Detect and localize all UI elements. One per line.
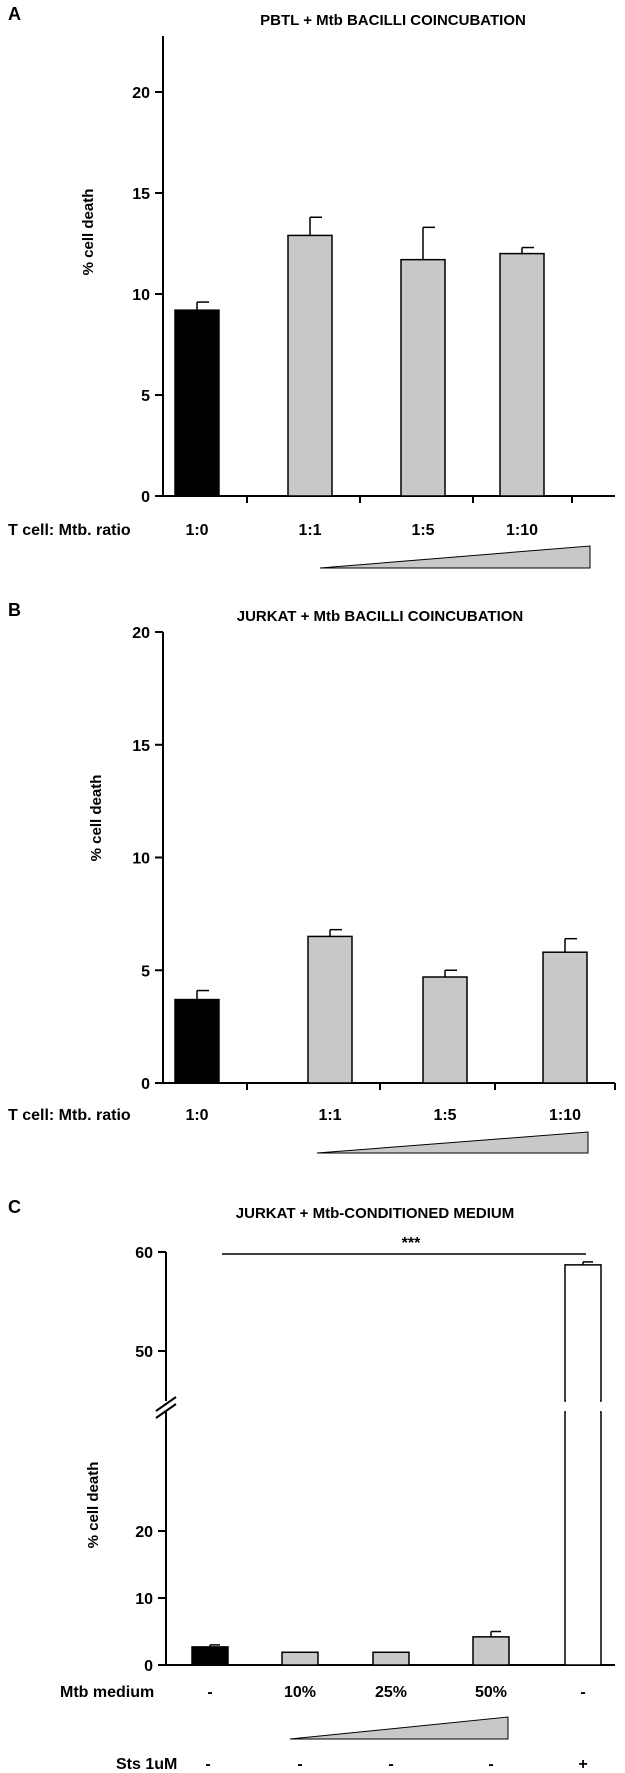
panel-c-mtb-medium-value: - (207, 1684, 212, 1701)
panel-a-y-tick-label: 0 (141, 489, 150, 506)
panel-b-y-axis-label: % cell death (88, 775, 105, 862)
panel-b-gradient-wedge (316, 1131, 589, 1154)
panel-a-bar-1:10 (499, 252, 545, 497)
panel-c-sts-value: - (205, 1756, 210, 1773)
panel-b-y-tick-label: 5 (141, 963, 150, 980)
panel-b-bar-1:10 (542, 951, 588, 1084)
panel-c-y-tick-label: 50 (135, 1344, 153, 1361)
panel-a-category-label: 1:5 (411, 522, 434, 539)
panel-a-bar-1:0 (174, 309, 220, 497)
panel-c-sts-label: Sts 1uM (116, 1756, 177, 1773)
panel-b-x-axis-label: T cell: Mtb. ratio (8, 1107, 131, 1124)
panel-c-y-tick-label: 60 (135, 1245, 153, 1262)
panel-b-bar-1:1 (307, 935, 353, 1084)
panel-c-bar (281, 1651, 319, 1666)
panel-c-y-axis-label: % cell death (85, 1462, 102, 1549)
panel-c-sts-value: - (488, 1756, 493, 1773)
panel-b: B JURKAT + Mtb BACILLI COINCUBATION % ce… (8, 600, 616, 1154)
panel-c-bar (372, 1651, 410, 1666)
panel-c-mtb-medium-value: 50% (475, 1684, 507, 1701)
panel-b-y-tick-label: 15 (132, 738, 150, 755)
panel-b-title: JURKAT + Mtb BACILLI COINCUBATION (237, 608, 524, 625)
panel-c-gradient-wedge (289, 1716, 509, 1740)
panel-a-y-tick-label: 15 (132, 186, 150, 203)
panel-c-bar-break-gap (566, 1398, 600, 1415)
panel-c-y-tick-label: 20 (135, 1524, 153, 1541)
panel-a-bar-1:1 (287, 234, 333, 497)
panel-c-mtb-medium-value: 10% (284, 1684, 316, 1701)
panel-c-sts-value: - (297, 1756, 302, 1773)
panel-a-x-axis-label: T cell: Mtb. ratio (8, 522, 131, 539)
panel-c-sts-value: - (388, 1756, 393, 1773)
panel-c-significance-marker: *** (402, 1235, 421, 1252)
panel-c-bar-upper (564, 1264, 602, 1402)
panel-a-category-label: 1:0 (185, 522, 208, 539)
panel-c-axis-break-mark (155, 1396, 177, 1412)
panel-a-gradient-wedge (319, 545, 591, 569)
panel-a-title: PBTL + Mtb BACILLI COINCUBATION (260, 12, 526, 29)
panel-a: A PBTL + Mtb BACILLI COINCUBATION % cell… (8, 4, 615, 569)
panel-b-category-label: 1:1 (318, 1107, 341, 1124)
panel-c-sts-value: + (578, 1756, 587, 1773)
panel-b-bar-1:5 (422, 976, 468, 1084)
panel-a-y-tick-label: 10 (132, 287, 150, 304)
panel-b-bar-1:0 (174, 998, 220, 1084)
panel-a-category-label: 1:1 (298, 522, 321, 539)
panel-c-letter: C (8, 1197, 21, 1217)
panel-c-mtb-medium-value: - (580, 1684, 585, 1701)
panel-c-bar-lower (564, 1411, 602, 1666)
panel-c-axis-break-mark (155, 1403, 177, 1419)
panel-b-category-label: 1:10 (549, 1107, 581, 1124)
panel-a-y-tick-label: 20 (132, 85, 150, 102)
panel-a-letter: A (8, 4, 21, 24)
panel-c-y-tick-label: 10 (135, 1591, 153, 1608)
panel-c: C JURKAT + Mtb-CONDITIONED MEDIUM % cell… (8, 1197, 615, 1773)
panel-c-title: JURKAT + Mtb-CONDITIONED MEDIUM (236, 1205, 514, 1222)
panel-a-y-axis-label: % cell death (80, 189, 97, 276)
panel-b-y-tick-label: 10 (132, 851, 150, 868)
panel-a-category-label: 1:10 (506, 522, 538, 539)
panel-b-y-tick-label: 0 (141, 1076, 150, 1093)
panel-b-letter: B (8, 600, 21, 620)
panel-c-y-tick-label: 0 (144, 1658, 153, 1675)
panel-c-mtb-medium-value: 25% (375, 1684, 407, 1701)
panel-b-category-label: 1:5 (433, 1107, 456, 1124)
panel-c-mtb-medium-label: Mtb medium (60, 1684, 154, 1701)
panel-b-y-tick-label: 20 (132, 625, 150, 642)
panel-a-y-tick-label: 5 (141, 388, 150, 405)
panel-b-category-label: 1:0 (185, 1107, 208, 1124)
panel-c-bar (472, 1636, 510, 1666)
panel-c-bar (191, 1646, 229, 1666)
panel-a-bar-1:5 (400, 258, 446, 497)
